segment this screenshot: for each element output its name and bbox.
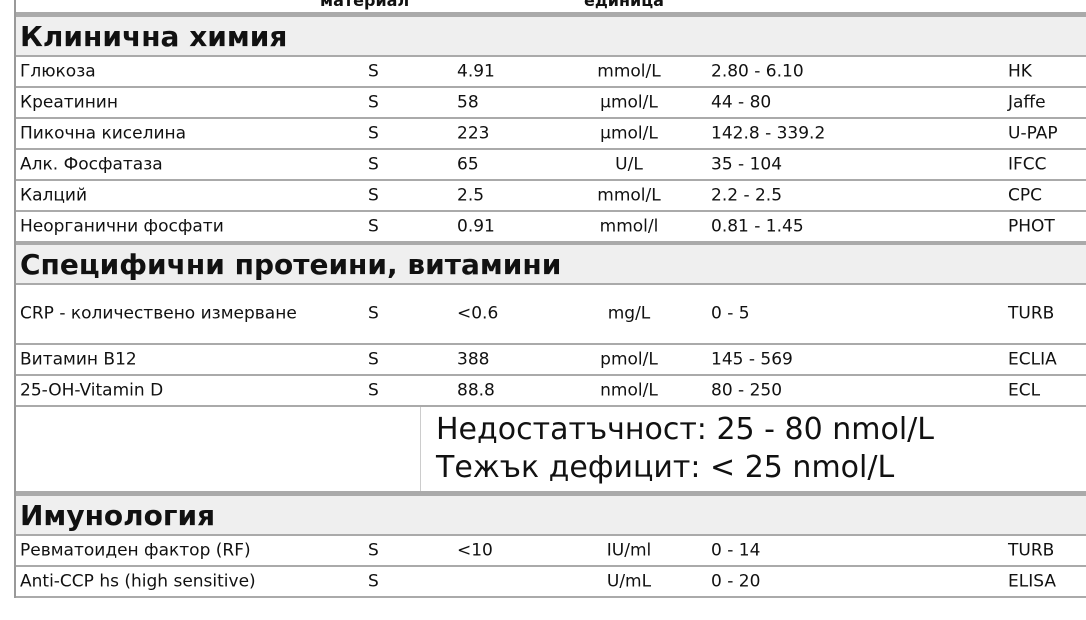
cell-value: <10 xyxy=(457,540,493,560)
table-row: Калций S 2.5 mmol/L 2.2 - 2.5 CPC xyxy=(16,181,1086,212)
cell-range: 145 - 569 xyxy=(711,349,793,369)
section-header: Имунология xyxy=(16,494,1086,536)
cell-range: 2.2 - 2.5 xyxy=(711,185,783,205)
note-line: Недостатъчност: 25 - 80 nmol/L xyxy=(436,412,934,447)
note-empty-cell xyxy=(16,407,421,491)
table-row: Алк. Фосфатаза S 65 U/L 35 - 104 IFCC xyxy=(16,150,1086,181)
cell-method: CPC xyxy=(1008,185,1042,205)
reference-note: Недостатъчност: 25 - 80 nmol/L Тежък дефи… xyxy=(16,407,1086,494)
cell-value: 58 xyxy=(457,92,479,112)
cell-range: 80 - 250 xyxy=(711,380,783,400)
cell-unit: nmol/L xyxy=(600,380,658,400)
cell-method: PHOT xyxy=(1008,216,1055,236)
cell-material: S xyxy=(368,92,379,112)
cell-material: S xyxy=(368,540,379,560)
cell-range: 44 - 80 xyxy=(711,92,772,112)
column-header-row: материал единица xyxy=(16,0,1086,15)
cell-value: 0.91 xyxy=(457,216,495,236)
cell-material: S xyxy=(368,61,379,81)
cell-range: 0 - 20 xyxy=(711,571,761,591)
cell-unit: pmol/L xyxy=(600,349,658,369)
cell-unit: U/mL xyxy=(606,571,652,591)
cell-method: HK xyxy=(1008,61,1032,81)
cell-name: Калций xyxy=(20,185,88,205)
cell-material: S xyxy=(368,571,379,591)
cell-range: 2.80 - 6.10 xyxy=(711,61,804,81)
section-header: Клинична химия xyxy=(16,15,1086,57)
cell-range: 142.8 - 339.2 xyxy=(711,123,826,143)
column-header-unit: единица xyxy=(584,0,664,10)
cell-method: TURB xyxy=(1008,540,1055,560)
cell-value: 4.91 xyxy=(457,61,495,81)
cell-name: Витамин B12 xyxy=(20,349,137,369)
cell-method: TURB xyxy=(1008,303,1055,324)
cell-unit: mmol/L xyxy=(597,185,661,205)
cell-name: 25-OH-Vitamin D xyxy=(20,380,164,400)
cell-name: Ревматоиден фактор (RF) xyxy=(20,540,251,560)
cell-value: 388 xyxy=(457,349,490,369)
cell-name: Anti-CCP hs (high sensitive) xyxy=(20,571,256,591)
cell-method: ELISA xyxy=(1008,571,1056,591)
cell-name: Глюкоза xyxy=(20,61,96,81)
cell-unit: µmol/L xyxy=(600,92,658,112)
cell-material: S xyxy=(368,154,379,174)
cell-material: S xyxy=(368,349,379,369)
cell-material: S xyxy=(368,185,379,205)
cell-material: S xyxy=(368,380,379,400)
section-header: Специфични протеини, витамини xyxy=(16,243,1086,285)
cell-name: Неорганични фосфати xyxy=(20,216,224,236)
column-header-material: материал xyxy=(320,0,410,10)
cell-method: IFCC xyxy=(1008,154,1047,174)
table-row: Витамин B12 S 388 pmol/L 145 - 569 ECLIA xyxy=(16,345,1086,376)
cell-value: 223 xyxy=(457,123,490,143)
cell-value: <0.6 xyxy=(457,303,499,324)
cell-unit: mg/L xyxy=(607,303,651,324)
cell-material: S xyxy=(368,303,379,324)
cell-name: Креатинин xyxy=(20,92,118,112)
cell-value: 88.8 xyxy=(457,380,495,400)
table-row: Ревматоиден фактор (RF) S <10 IU/ml 0 - 14 TU… xyxy=(16,536,1086,567)
cell-value: 2.5 xyxy=(457,185,485,205)
cell-material: S xyxy=(368,216,379,236)
cell-range: 35 - 104 xyxy=(711,154,783,174)
cell-unit: IU/ml xyxy=(606,540,652,560)
table-row: Anti-CCP hs (high sensitive) S U/mL 0 - 20 E… xyxy=(16,567,1086,598)
cell-material: S xyxy=(368,123,379,143)
table-row: CRP - количествено измерване S <0.6 mg/L 0 -… xyxy=(16,285,1086,345)
cell-range: 0.81 - 1.45 xyxy=(711,216,804,236)
lab-results-table: материал единица Клинична химия Глюкоза S 4… xyxy=(14,0,1086,598)
cell-value: 65 xyxy=(457,154,479,174)
cell-method: ECL xyxy=(1008,380,1041,400)
cell-name: CRP - количествено измерване xyxy=(20,303,297,324)
cell-unit: mmol/l xyxy=(599,216,659,236)
table-row: Креатинин S 58 µmol/L 44 - 80 Jaffe xyxy=(16,88,1086,119)
note-line: Тежък дефицит: < 25 nmol/L xyxy=(436,450,895,485)
table-row: 25-OH-Vitamin D S 88.8 nmol/L 80 - 250 ECL xyxy=(16,376,1086,407)
cell-name: Пикочна киселина xyxy=(20,123,187,143)
cell-range: 0 - 14 xyxy=(711,540,761,560)
cell-method: ECLIA xyxy=(1008,349,1057,369)
cell-method: U-PAP xyxy=(1008,123,1058,143)
cell-unit: µmol/L xyxy=(600,123,658,143)
cell-unit: U/L xyxy=(615,154,643,174)
cell-unit: mmol/L xyxy=(597,61,661,81)
cell-name: Алк. Фосфатаза xyxy=(20,154,163,174)
table-row: Глюкоза S 4.91 mmol/L 2.80 - 6.10 HK xyxy=(16,57,1086,88)
table-row: Неорганични фосфати S 0.91 mmol/l 0.81 - 1.4… xyxy=(16,212,1086,243)
cell-method: Jaffe xyxy=(1008,92,1046,112)
table-row: Пикочна киселина S 223 µmol/L 142.8 - 339.2 U… xyxy=(16,119,1086,150)
cell-range: 0 - 5 xyxy=(711,303,750,324)
